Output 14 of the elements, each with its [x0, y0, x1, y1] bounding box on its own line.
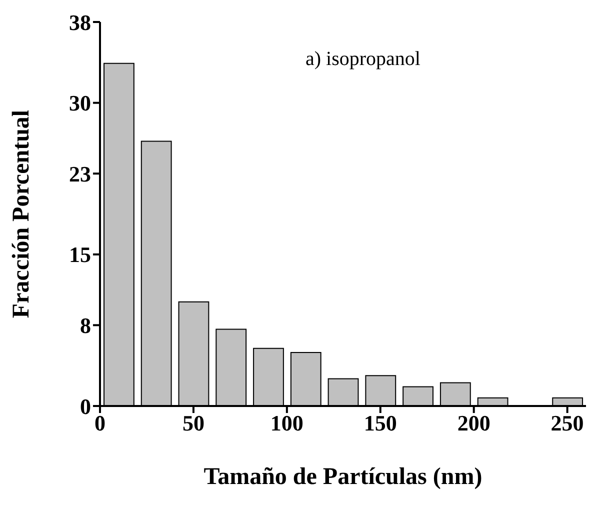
- y-axis-title: Fracción Porcentual: [8, 110, 35, 318]
- x-tick-label: 100: [270, 410, 304, 436]
- y-tick-label: 38: [69, 10, 91, 35]
- y-tick-label: 8: [80, 312, 91, 338]
- y-tick-label: 0: [80, 394, 91, 419]
- y-tick-label: 15: [69, 242, 91, 268]
- x-tick-label: 250: [550, 410, 584, 436]
- annotation: a) isopropanol: [304, 48, 422, 71]
- x-tick-label: 150: [364, 410, 397, 436]
- y-tick-label: 23: [69, 161, 91, 186]
- x-tick-label: 50: [182, 410, 204, 436]
- x-tick-label: 200: [457, 410, 490, 436]
- y-tick-label: 30: [69, 90, 91, 116]
- x-axis-title: Tamaño de Partículas (nm): [204, 464, 482, 490]
